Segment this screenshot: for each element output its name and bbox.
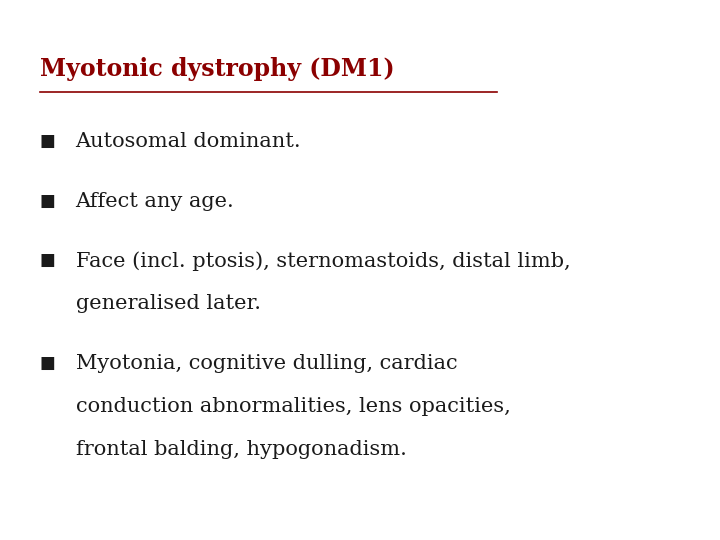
Text: frontal balding, hypogonadism.: frontal balding, hypogonadism. bbox=[76, 440, 407, 459]
Text: ■: ■ bbox=[40, 354, 55, 372]
Text: ■: ■ bbox=[40, 192, 55, 210]
Text: generalised later.: generalised later. bbox=[76, 294, 261, 313]
Text: Myotonia, cognitive dulling, cardiac: Myotonia, cognitive dulling, cardiac bbox=[76, 354, 457, 373]
Text: Affect any age.: Affect any age. bbox=[76, 192, 234, 211]
Text: Autosomal dominant.: Autosomal dominant. bbox=[76, 132, 301, 151]
Text: Face (incl. ptosis), sternomastoids, distal limb,: Face (incl. ptosis), sternomastoids, dis… bbox=[76, 251, 570, 271]
Text: conduction abnormalities, lens opacities,: conduction abnormalities, lens opacities… bbox=[76, 397, 510, 416]
Text: Myotonic dystrophy (DM1): Myotonic dystrophy (DM1) bbox=[40, 57, 395, 80]
Text: ■: ■ bbox=[40, 132, 55, 150]
Text: ■: ■ bbox=[40, 251, 55, 269]
